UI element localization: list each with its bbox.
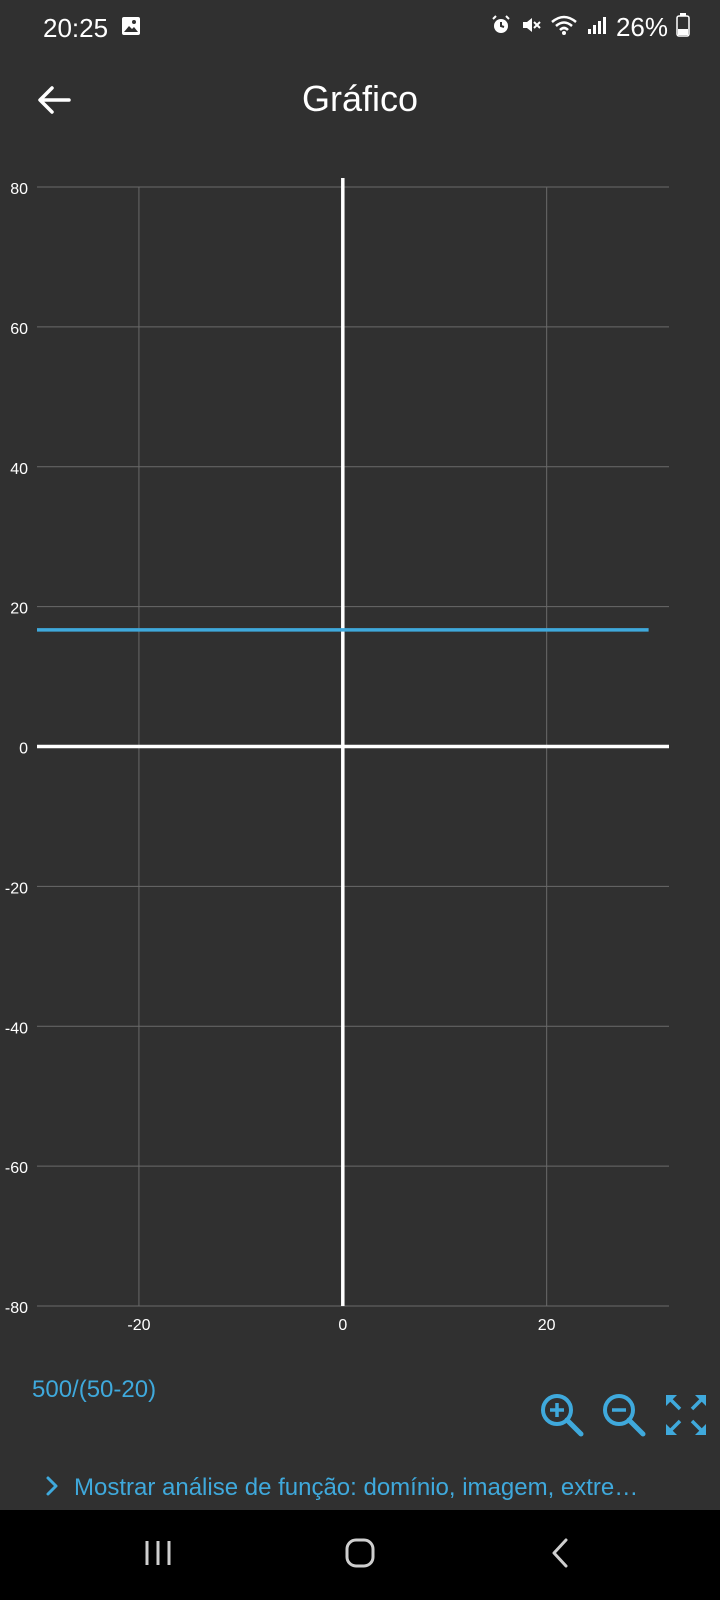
x-tick-label: 0 bbox=[338, 1317, 347, 1334]
y-tick-label: -20 bbox=[5, 880, 28, 897]
alarm-icon bbox=[490, 14, 512, 41]
zoom-out-icon bbox=[601, 1392, 647, 1443]
recent-apps-button[interactable] bbox=[128, 1532, 188, 1578]
battery-percent: 26% bbox=[615, 11, 668, 42]
status-icons: 26% bbox=[490, 12, 690, 42]
zoom-in-icon bbox=[539, 1392, 585, 1443]
status-time: 20:25 bbox=[43, 13, 109, 43]
home-button[interactable] bbox=[330, 1532, 390, 1578]
arrow-left-icon bbox=[37, 85, 71, 120]
system-nav-bar bbox=[0, 1510, 720, 1600]
y-tick-label: 80 bbox=[10, 181, 28, 198]
page-title: Gráfico bbox=[301, 78, 419, 119]
function-expression[interactable]: 500/(50-20) bbox=[32, 1376, 157, 1403]
zoom-out-button[interactable] bbox=[600, 1392, 648, 1442]
zoom-controls bbox=[538, 1392, 710, 1442]
y-tick-label: -60 bbox=[5, 1160, 28, 1177]
y-tick-label: 20 bbox=[10, 601, 28, 618]
y-tick-label: -80 bbox=[5, 1300, 28, 1317]
gallery-icon bbox=[121, 16, 141, 41]
analysis-toggle-label: Mostrar análise de função: domínio, imag… bbox=[74, 1474, 639, 1501]
system-back-button[interactable] bbox=[530, 1532, 590, 1578]
zoom-in-button[interactable] bbox=[538, 1392, 586, 1442]
fullscreen-button[interactable] bbox=[662, 1392, 710, 1442]
home-icon bbox=[344, 1537, 376, 1574]
battery-icon bbox=[676, 12, 690, 42]
y-tick-label: 40 bbox=[10, 461, 28, 478]
y-tick-label: 0 bbox=[19, 741, 28, 758]
back-button[interactable] bbox=[30, 78, 78, 126]
y-tick-label: -40 bbox=[5, 1020, 28, 1037]
chart-area[interactable]: 80 60 40 20 0 -20 -40 -60 -80 -20 0 20 bbox=[0, 170, 720, 1360]
function-chart[interactable]: 80 60 40 20 0 -20 -40 -60 -80 -20 0 20 bbox=[0, 170, 720, 1360]
nav-back-icon bbox=[549, 1537, 571, 1574]
wifi-icon bbox=[550, 14, 578, 41]
y-tick-label: 60 bbox=[10, 321, 28, 338]
signal-icon bbox=[586, 14, 608, 41]
x-tick-label: -20 bbox=[127, 1317, 150, 1334]
status-bar: 20:25 bbox=[0, 0, 720, 56]
x-tick-label: 20 bbox=[538, 1317, 556, 1334]
show-analysis-toggle[interactable]: Mostrar análise de função: domínio, imag… bbox=[44, 1470, 710, 1506]
app-bar: Gráfico bbox=[0, 56, 720, 146]
chevron-right-icon bbox=[44, 1474, 60, 1503]
mute-icon bbox=[520, 14, 542, 41]
recent-apps-icon bbox=[143, 1539, 173, 1572]
fullscreen-icon bbox=[662, 1391, 710, 1444]
